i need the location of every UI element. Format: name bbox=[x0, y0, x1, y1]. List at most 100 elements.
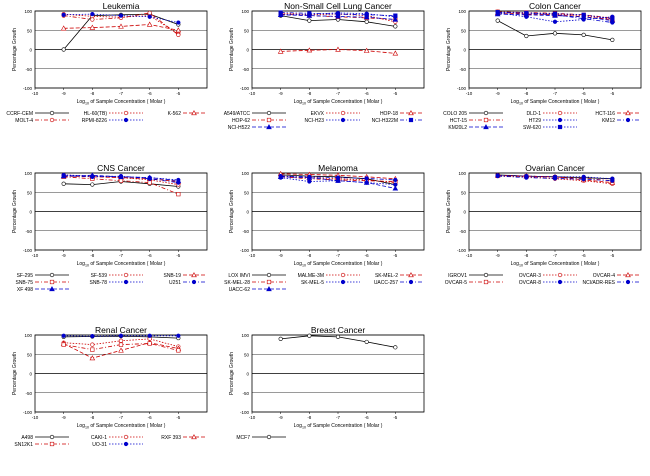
x-tick-label: -5 bbox=[176, 253, 180, 258]
triangle-marker bbox=[49, 286, 55, 292]
triangle-marker bbox=[625, 110, 631, 116]
x-axis-label-suffix: of Sample Concentration ( Molar ) bbox=[523, 99, 600, 105]
triangle-marker bbox=[60, 173, 67, 179]
y-tick-label: -100 bbox=[457, 86, 467, 91]
circle-marker bbox=[495, 18, 500, 23]
circle-marker bbox=[625, 117, 631, 123]
chart-title: CNS Cancer bbox=[97, 163, 145, 173]
triangle-marker bbox=[191, 272, 197, 278]
square-marker bbox=[524, 10, 529, 16]
x-tick-label: -9 bbox=[62, 91, 66, 96]
x-axis-label-subscript: 10 bbox=[302, 426, 306, 430]
circle-marker bbox=[123, 272, 129, 278]
triangle-marker bbox=[392, 185, 399, 191]
y-tick-label: 100 bbox=[241, 9, 249, 14]
circle-marker bbox=[266, 110, 272, 116]
circle-marker bbox=[176, 32, 181, 37]
y-tick-label: 0 bbox=[29, 48, 32, 53]
x-tick-label: -9 bbox=[496, 253, 500, 258]
x-axis-label-prefix: Log bbox=[294, 99, 303, 105]
x-tick-label: -10 bbox=[32, 415, 39, 420]
x-axis-label: Log10 of Sample Concentration ( Molar ) bbox=[294, 99, 383, 106]
chart-title: Renal Cancer bbox=[95, 325, 147, 335]
x-tick-label: -10 bbox=[32, 253, 39, 258]
x-tick-label: -6 bbox=[365, 253, 369, 258]
circle-marker bbox=[340, 117, 346, 123]
y-axis-label: Percentage Growth bbox=[12, 352, 18, 395]
circle-marker bbox=[61, 47, 66, 52]
y-tick-label: -50 bbox=[242, 67, 249, 72]
x-tick-label: -10 bbox=[249, 91, 256, 96]
legend-label: HCT-116 bbox=[595, 111, 615, 117]
x-tick-label: -7 bbox=[336, 91, 340, 96]
y-tick-label: -100 bbox=[240, 410, 250, 415]
x-axis-label-subscript: 10 bbox=[85, 264, 89, 268]
circle-marker bbox=[552, 19, 558, 24]
circle-marker bbox=[610, 178, 615, 183]
triangle-marker bbox=[363, 179, 370, 185]
square-marker bbox=[176, 192, 181, 197]
triangle-marker bbox=[89, 355, 96, 361]
circle-marker bbox=[191, 279, 197, 285]
square-marker bbox=[495, 10, 500, 15]
x-tick-label: -9 bbox=[279, 91, 283, 96]
y-tick-label: 100 bbox=[24, 171, 32, 176]
x-axis-label: Log10 of Sample Concentration ( Molar ) bbox=[77, 261, 166, 268]
square-marker bbox=[610, 16, 615, 21]
circle-marker bbox=[340, 272, 346, 278]
triangle-marker bbox=[408, 110, 414, 116]
x-tick-label: -7 bbox=[336, 253, 340, 258]
x-axis-label: Log10 of Sample Concentration ( Molar ) bbox=[511, 261, 600, 268]
x-tick-label: -10 bbox=[249, 253, 256, 258]
square-marker bbox=[557, 124, 563, 130]
circle-marker bbox=[307, 333, 312, 338]
legend-label: EKVX bbox=[311, 111, 325, 117]
x-axis-label: Log10 of Sample Concentration ( Molar ) bbox=[511, 99, 600, 106]
legend-label: KM12 bbox=[602, 118, 615, 124]
x-tick-label: -7 bbox=[553, 253, 557, 258]
x-axis-label-subscript: 10 bbox=[302, 102, 306, 106]
x-tick-label: -9 bbox=[62, 253, 66, 258]
x-axis-label-subscript: 10 bbox=[519, 264, 523, 268]
x-tick-label: -10 bbox=[466, 253, 473, 258]
x-tick-label: -5 bbox=[610, 91, 614, 96]
legend-label: SNB-78 bbox=[89, 280, 107, 286]
y-tick-label: -50 bbox=[25, 229, 32, 234]
chart-title: Non-Small Cell Lung Cancer bbox=[284, 1, 392, 11]
x-tick-label: -10 bbox=[466, 91, 473, 96]
x-tick-label: -7 bbox=[553, 91, 557, 96]
circle-marker bbox=[123, 434, 129, 440]
x-axis-label: Log10 of Sample Concentration ( Molar ) bbox=[294, 261, 383, 268]
circle-marker bbox=[176, 20, 181, 25]
x-tick-label: -8 bbox=[524, 91, 528, 96]
triangle-marker bbox=[146, 21, 153, 27]
x-axis-label-subscript: 10 bbox=[85, 426, 89, 430]
series-line-sn12k1 bbox=[63, 343, 179, 351]
x-axis-label-prefix: Log bbox=[294, 423, 303, 429]
circle-marker bbox=[176, 333, 181, 338]
triangle-marker bbox=[408, 272, 414, 278]
legend-label: NCI-H322M bbox=[372, 118, 398, 124]
x-axis-label-suffix: of Sample Concentration ( Molar ) bbox=[306, 99, 383, 105]
y-tick-label: -50 bbox=[242, 229, 249, 234]
y-tick-label: 100 bbox=[241, 333, 249, 338]
circle-marker bbox=[364, 176, 369, 181]
y-axis-label: Percentage Growth bbox=[229, 28, 235, 71]
x-tick-label: -8 bbox=[90, 415, 94, 420]
y-axis-label: Percentage Growth bbox=[446, 190, 452, 233]
circle-marker bbox=[557, 110, 563, 116]
square-marker bbox=[408, 117, 414, 123]
y-axis-label: Percentage Growth bbox=[229, 190, 235, 233]
legend-label: U251 bbox=[169, 280, 181, 286]
square-marker bbox=[266, 117, 272, 123]
circle-marker bbox=[123, 279, 129, 285]
y-tick-label: 100 bbox=[24, 9, 32, 14]
triangle-marker bbox=[266, 286, 272, 292]
legend-label: OVCAR-5 bbox=[445, 280, 467, 286]
y-tick-label: 50 bbox=[461, 28, 467, 33]
circle-marker bbox=[408, 279, 414, 285]
circle-marker bbox=[90, 17, 95, 22]
triangle-marker bbox=[191, 110, 197, 116]
x-tick-label: -8 bbox=[307, 415, 311, 420]
legend-label: MCF7 bbox=[236, 435, 250, 441]
